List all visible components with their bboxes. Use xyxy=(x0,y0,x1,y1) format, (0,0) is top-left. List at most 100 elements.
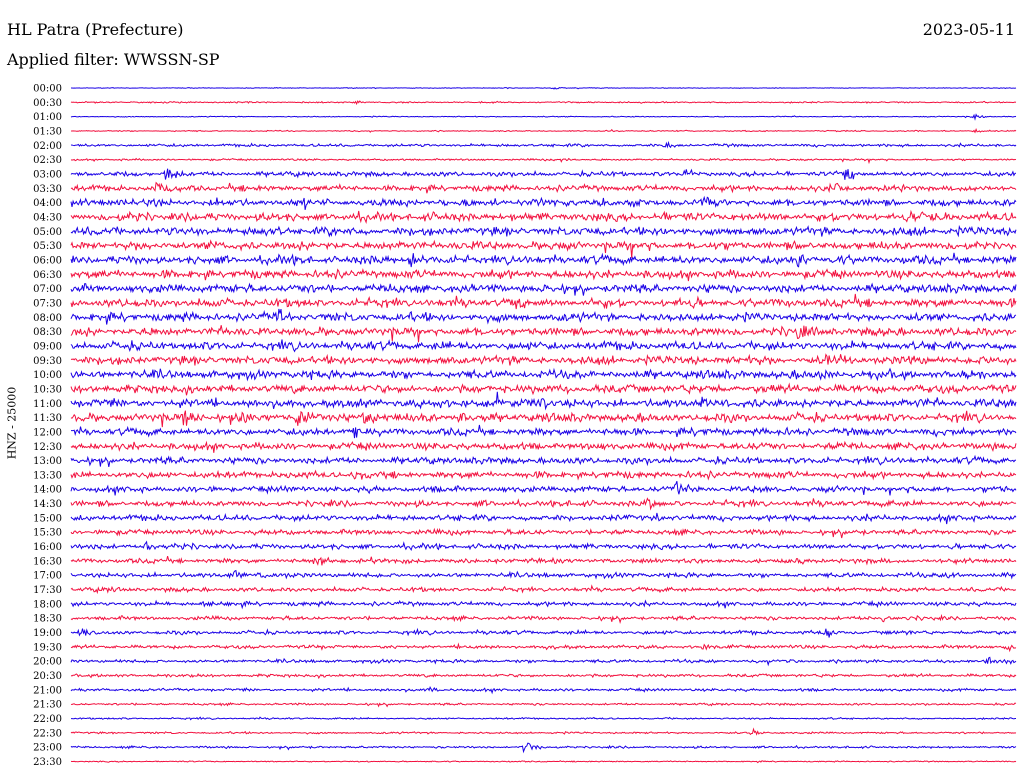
row-label: 13:30 xyxy=(33,470,62,481)
trace-line xyxy=(70,672,1017,680)
row-label: 07:30 xyxy=(33,298,62,309)
row-label: 19:30 xyxy=(33,642,62,653)
trace-line xyxy=(70,469,1017,481)
trace-line xyxy=(70,293,1017,310)
row-label: 20:00 xyxy=(33,657,62,668)
row-label: 16:30 xyxy=(33,556,62,567)
trace-line xyxy=(70,252,1017,268)
row-label: 02:30 xyxy=(33,155,62,166)
row-label: 09:30 xyxy=(33,356,62,367)
row-label: 10:30 xyxy=(33,384,62,395)
trace-line xyxy=(70,268,1017,282)
trace-line xyxy=(70,282,1017,296)
row-label: 17:30 xyxy=(33,585,62,596)
trace-line xyxy=(70,556,1017,566)
row-label: 00:30 xyxy=(33,98,62,109)
row-label: 03:30 xyxy=(33,184,62,195)
trace-line xyxy=(70,454,1017,468)
row-label: 23:00 xyxy=(33,743,62,754)
filter-label: Applied filter: WWSSN-SP xyxy=(7,50,220,69)
row-label: 18:30 xyxy=(33,614,62,625)
row-label: 01:30 xyxy=(33,126,62,137)
trace-line xyxy=(70,599,1017,610)
row-label: 08:00 xyxy=(33,313,62,324)
trace-line xyxy=(70,195,1017,210)
row-label: 04:00 xyxy=(33,198,62,209)
record-date: 2023-05-11 xyxy=(922,20,1015,39)
trace-line xyxy=(70,382,1017,396)
row-label: 08:30 xyxy=(33,327,62,338)
row-label: 16:00 xyxy=(33,542,62,553)
row-label: 11:30 xyxy=(33,413,62,424)
row-label: 18:00 xyxy=(33,599,62,610)
trace-line xyxy=(70,181,1017,194)
row-label: 00:00 xyxy=(33,84,62,95)
row-label: 22:00 xyxy=(33,714,62,725)
trace-line xyxy=(70,540,1017,552)
row-label: 06:30 xyxy=(33,270,62,281)
trace-line xyxy=(70,308,1017,325)
trace-line xyxy=(70,157,1017,165)
row-label: 10:00 xyxy=(33,370,62,381)
trace-line xyxy=(70,497,1017,511)
row-label: 06:00 xyxy=(33,255,62,266)
trace-line xyxy=(70,512,1017,525)
trace-line xyxy=(70,742,1017,754)
trace-line xyxy=(70,480,1017,496)
trace-line xyxy=(70,656,1017,667)
trace-line xyxy=(70,569,1017,580)
trace-line xyxy=(70,209,1017,225)
row-label: 04:30 xyxy=(33,212,62,223)
station-title: HL Patra (Prefecture) xyxy=(7,20,184,39)
trace-line xyxy=(70,410,1017,428)
row-time-labels: 00:00 00:30 01:00 01:30 02:00 02:30 03:00 03:30… xyxy=(33,84,62,769)
row-label: 22:30 xyxy=(33,728,62,739)
row-label: 20:30 xyxy=(33,671,62,682)
trace-line xyxy=(70,140,1017,149)
row-label: 19:00 xyxy=(33,628,62,639)
row-label: 02:00 xyxy=(33,141,62,152)
trace-line xyxy=(70,128,1017,134)
seismogram-traces xyxy=(70,86,1017,764)
row-label: 14:00 xyxy=(33,485,62,496)
trace-line xyxy=(70,353,1017,367)
trace-line xyxy=(70,727,1017,736)
trace-line xyxy=(70,527,1017,539)
row-label: 01:00 xyxy=(33,112,62,123)
trace-line xyxy=(70,367,1017,382)
trace-line xyxy=(70,391,1017,411)
row-label: 15:00 xyxy=(33,513,62,524)
row-label: 09:00 xyxy=(33,341,62,352)
trace-line xyxy=(70,440,1017,453)
row-label: 11:00 xyxy=(33,399,62,410)
row-label: 12:00 xyxy=(33,427,62,438)
row-label: 14:30 xyxy=(33,499,62,510)
trace-line xyxy=(70,584,1017,595)
trace-line xyxy=(70,627,1017,638)
trace-line xyxy=(70,100,1017,106)
trace-line xyxy=(70,760,1017,764)
trace-line xyxy=(70,642,1017,653)
row-label: 21:00 xyxy=(33,685,62,696)
trace-line xyxy=(70,339,1017,353)
trace-line xyxy=(70,239,1017,258)
row-label: 03:00 xyxy=(33,169,62,180)
trace-line xyxy=(70,424,1017,439)
trace-line xyxy=(70,168,1017,180)
trace-line xyxy=(70,86,1017,90)
trace-line xyxy=(70,702,1017,708)
trace-line xyxy=(71,716,1017,721)
trace-line xyxy=(70,325,1017,343)
row-label: 05:30 xyxy=(33,241,62,252)
row-label: 05:00 xyxy=(33,227,62,238)
row-label: 12:30 xyxy=(33,442,62,453)
row-label: 07:00 xyxy=(33,284,62,295)
trace-line xyxy=(70,113,1017,121)
row-label: 13:00 xyxy=(33,456,62,467)
trace-line xyxy=(70,613,1017,624)
row-label: 21:30 xyxy=(33,700,62,711)
row-label: 17:00 xyxy=(33,571,62,582)
trace-line xyxy=(70,686,1017,695)
row-label: 15:30 xyxy=(33,528,62,539)
